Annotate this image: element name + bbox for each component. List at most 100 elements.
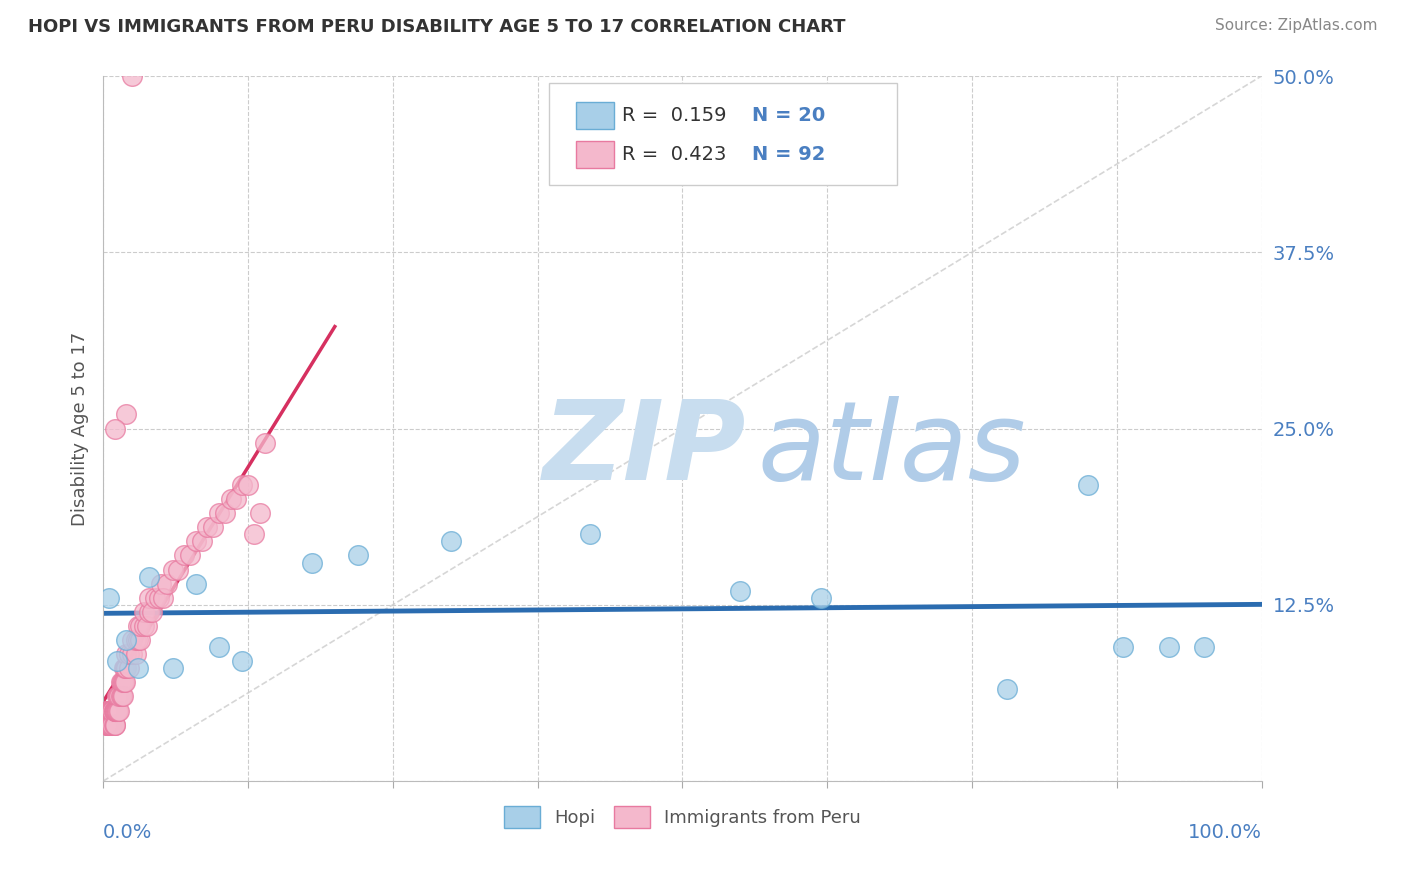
Point <box>138 591 160 605</box>
Point <box>110 690 132 704</box>
Point <box>150 576 173 591</box>
Point <box>127 619 149 633</box>
Point <box>1111 640 1133 654</box>
Point <box>104 704 127 718</box>
Point <box>301 556 323 570</box>
Point <box>112 675 135 690</box>
Point <box>98 704 121 718</box>
Point <box>214 506 236 520</box>
Point <box>236 478 259 492</box>
Point <box>103 704 125 718</box>
FancyBboxPatch shape <box>550 83 897 186</box>
Point <box>254 435 277 450</box>
Point <box>100 717 122 731</box>
Point <box>141 605 163 619</box>
Point <box>249 506 271 520</box>
Point <box>115 633 138 648</box>
Text: R =  0.423: R = 0.423 <box>621 145 727 164</box>
Point <box>101 704 124 718</box>
Point <box>107 690 129 704</box>
Point <box>115 647 138 661</box>
Point <box>97 704 120 718</box>
Point <box>108 690 131 704</box>
Point <box>104 717 127 731</box>
Point <box>728 583 751 598</box>
Point <box>101 717 124 731</box>
Point <box>152 591 174 605</box>
Point <box>124 633 146 648</box>
Point <box>105 704 128 718</box>
Text: ZIP: ZIP <box>543 396 747 503</box>
Point <box>810 591 832 605</box>
Point <box>104 704 127 718</box>
Point <box>138 569 160 583</box>
Point <box>108 704 131 718</box>
Y-axis label: Disability Age 5 to 17: Disability Age 5 to 17 <box>72 332 89 525</box>
Point <box>117 661 139 675</box>
Point <box>117 647 139 661</box>
Point <box>115 661 138 675</box>
Point <box>114 661 136 675</box>
Point <box>111 675 134 690</box>
Point <box>96 704 118 718</box>
Point <box>107 704 129 718</box>
Point <box>1157 640 1180 654</box>
Point <box>121 647 143 661</box>
FancyBboxPatch shape <box>575 141 614 168</box>
FancyBboxPatch shape <box>575 102 614 129</box>
Point <box>112 661 135 675</box>
Point <box>105 654 128 668</box>
Text: HOPI VS IMMIGRANTS FROM PERU DISABILITY AGE 5 TO 17 CORRELATION CHART: HOPI VS IMMIGRANTS FROM PERU DISABILITY … <box>28 18 845 36</box>
Point <box>129 633 152 648</box>
Point <box>127 661 149 675</box>
Point <box>184 534 207 549</box>
Point <box>111 690 134 704</box>
Point <box>129 619 152 633</box>
Point <box>184 576 207 591</box>
Point <box>96 717 118 731</box>
Point <box>132 619 155 633</box>
Point <box>995 682 1018 697</box>
Point <box>97 717 120 731</box>
Point <box>97 717 120 731</box>
Text: N = 92: N = 92 <box>752 145 825 164</box>
Text: N = 20: N = 20 <box>752 106 825 125</box>
Point <box>162 563 184 577</box>
Point <box>173 549 195 563</box>
Point <box>136 619 159 633</box>
Point <box>124 647 146 661</box>
Point <box>242 527 264 541</box>
Point <box>179 549 201 563</box>
Point <box>127 633 149 648</box>
Point <box>132 605 155 619</box>
Point <box>195 520 218 534</box>
Text: 100.0%: 100.0% <box>1188 823 1261 842</box>
Point <box>208 506 231 520</box>
Point <box>100 704 122 718</box>
Point <box>96 704 118 718</box>
Point <box>104 717 127 731</box>
Point <box>103 704 125 718</box>
Point <box>104 704 127 718</box>
Text: atlas: atlas <box>758 396 1026 503</box>
Point <box>100 704 122 718</box>
Point <box>156 576 179 591</box>
Point <box>208 640 231 654</box>
Point <box>103 717 125 731</box>
Point <box>225 491 247 506</box>
Point <box>97 704 120 718</box>
Point <box>97 704 120 718</box>
Point <box>162 661 184 675</box>
Point <box>231 654 253 668</box>
Point <box>202 520 225 534</box>
Point <box>96 717 118 731</box>
Legend: Hopi, Immigrants from Peru: Hopi, Immigrants from Peru <box>496 799 868 836</box>
Point <box>121 633 143 648</box>
Point <box>96 717 118 731</box>
Point <box>101 704 124 718</box>
Point <box>105 690 128 704</box>
Point <box>98 704 121 718</box>
Point <box>190 534 212 549</box>
Point <box>115 408 138 422</box>
Point <box>111 675 134 690</box>
